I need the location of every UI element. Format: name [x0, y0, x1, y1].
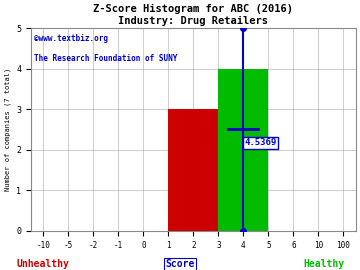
Text: The Research Foundation of SUNY: The Research Foundation of SUNY	[34, 54, 177, 63]
Text: Unhealthy: Unhealthy	[17, 259, 69, 269]
Text: Healthy: Healthy	[303, 259, 345, 269]
Text: ©www.textbiz.org: ©www.textbiz.org	[34, 34, 108, 43]
Title: Z-Score Histogram for ABC (2016)
Industry: Drug Retailers: Z-Score Histogram for ABC (2016) Industr…	[93, 4, 293, 26]
Text: Score: Score	[165, 259, 195, 269]
Y-axis label: Number of companies (7 total): Number of companies (7 total)	[4, 68, 11, 191]
Text: 4.5369: 4.5369	[245, 139, 277, 147]
Bar	[219, 69, 268, 231]
Bar	[168, 109, 219, 231]
